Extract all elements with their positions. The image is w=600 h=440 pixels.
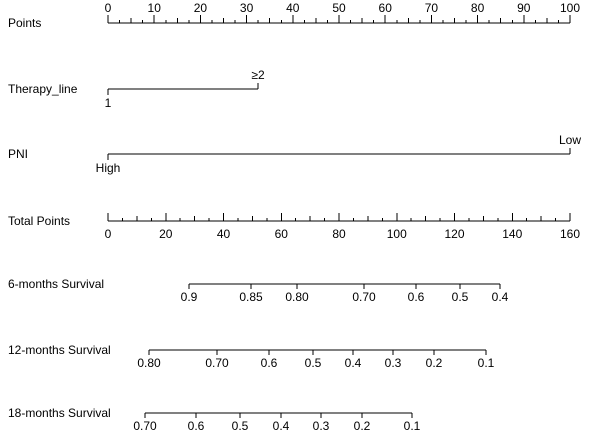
row-label-pni: PNI	[8, 147, 28, 161]
tick-label-survival-18-months: 0.1	[404, 419, 421, 433]
tick-label-survival-12-months: 0.70	[205, 356, 229, 370]
category-label-pni: High	[96, 161, 121, 175]
tick-label-total-points: 80	[332, 227, 346, 241]
tick-label-survival-12-months: 0.1	[478, 356, 495, 370]
tick-label-survival-18-months: 0.6	[188, 419, 205, 433]
row-survival-18-months: 18-months Survival 0.70 0.6 0.5 0.4 0.3 0.2 0.1	[8, 406, 421, 433]
tick-label-points: 10	[148, 1, 162, 15]
tick-label-survival-12-months: 0.3	[385, 356, 402, 370]
row-total-points: Total Points 0 20 40 60 80 100 120 140 160	[8, 213, 580, 241]
tick-label-survival-18-months: 0.5	[232, 419, 249, 433]
tick-label-survival-12-months: 0.2	[426, 356, 443, 370]
row-label-total-points: Total Points	[8, 214, 70, 228]
tick-label-survival-6-months: 0.70	[352, 290, 376, 304]
tick-label-total-points: 40	[217, 227, 231, 241]
tick-label-survival-6-months: 0.9	[181, 290, 198, 304]
tick-label-points: 60	[379, 1, 393, 15]
row-survival-12-months: 12-months Survival 0.80 0.70 0.6 0.5 0.4 0.3 0.…	[8, 343, 495, 370]
tick-label-points: 20	[194, 1, 208, 15]
tick-label-points: 70	[425, 1, 439, 15]
row-therapy-line: Therapy_line 1 ≥2	[8, 68, 265, 110]
tick-label-points: 100	[560, 1, 580, 15]
tick-label-survival-12-months: 0.5	[305, 356, 322, 370]
tick-label-total-points: 20	[159, 227, 173, 241]
tick-label-survival-12-months: 0.4	[345, 356, 362, 370]
row-label-therapy-line: Therapy_line	[8, 82, 78, 96]
tick-label-survival-18-months: 0.2	[354, 419, 371, 433]
row-label-points: Points	[8, 16, 41, 30]
tick-label-survival-6-months: 0.4	[492, 290, 509, 304]
tick-label-survival-18-months: 0.4	[273, 419, 290, 433]
category-label-pni: Low	[559, 133, 581, 147]
tick-label-survival-18-months: 0.3	[313, 419, 330, 433]
tick-label-total-points: 0	[105, 227, 112, 241]
row-label-survival-12-months: 12-months Survival	[8, 343, 111, 357]
tick-label-survival-18-months: 0.70	[133, 419, 157, 433]
tick-label-total-points: 160	[560, 227, 580, 241]
category-label-therapy-line: 1	[105, 96, 112, 110]
tick-label-survival-12-months: 0.6	[261, 356, 278, 370]
tick-label-total-points: 140	[502, 227, 522, 241]
tick-label-total-points: 60	[275, 227, 289, 241]
row-points: Points 0 10 20 30 40 50 60 70 80 90 100	[8, 1, 580, 30]
row-survival-6-months: 6-months Survival 0.9 0.85 0.80 0.70 0.6 0.5 0.…	[8, 277, 509, 304]
tick-label-points: 30	[240, 1, 254, 15]
tick-label-points: 80	[471, 1, 485, 15]
tick-label-points: 0	[105, 1, 112, 15]
row-label-survival-18-months: 18-months Survival	[8, 406, 111, 420]
tick-label-points: 40	[286, 1, 300, 15]
tick-label-survival-12-months: 0.80	[137, 356, 161, 370]
tick-label-total-points: 100	[387, 227, 407, 241]
tick-label-points: 90	[517, 1, 531, 15]
tick-label-total-points: 120	[444, 227, 464, 241]
category-label-therapy-line: ≥2	[251, 68, 265, 82]
tick-label-survival-6-months: 0.85	[239, 290, 263, 304]
row-pni: PNI High Low	[8, 133, 581, 175]
row-label-survival-6-months: 6-months Survival	[8, 277, 104, 291]
tick-label-points: 50	[332, 1, 346, 15]
tick-label-survival-6-months: 0.6	[408, 290, 425, 304]
tick-label-survival-6-months: 0.80	[285, 290, 309, 304]
tick-label-survival-6-months: 0.5	[452, 290, 469, 304]
